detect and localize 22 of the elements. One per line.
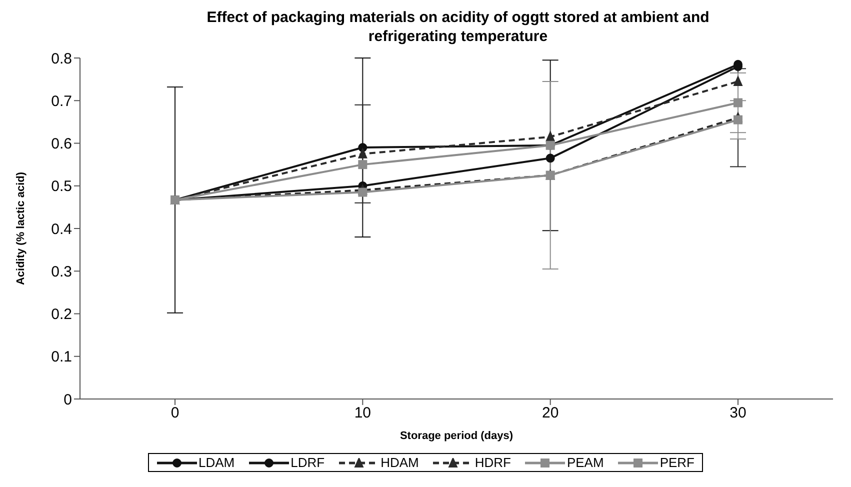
legend-label: HDAM bbox=[380, 455, 419, 470]
y-tick-label: 0.2 bbox=[51, 306, 72, 324]
y-tick-label: 0.8 bbox=[51, 50, 72, 68]
y-tick-label: 0.6 bbox=[51, 136, 72, 153]
y-tick-label: 0.4 bbox=[51, 220, 72, 238]
y-axis-title: Acidity (% lactic acid) bbox=[14, 172, 27, 286]
legend-label: LDRF bbox=[290, 455, 325, 470]
y-tick-label: 0.7 bbox=[51, 92, 72, 110]
legend-label: LDAM bbox=[198, 455, 235, 470]
legend-label: HDRF bbox=[474, 455, 511, 470]
y-tick-label: 0 bbox=[64, 391, 72, 408]
legend-label: PERF bbox=[660, 455, 694, 470]
x-axis-title: Storage period (days) bbox=[400, 430, 514, 442]
y-tick-label: 0.1 bbox=[51, 348, 72, 366]
chart-title: Effect of packaging materials on acidity of oggtt stored at ambient and refrigerating temperature bbox=[206, 8, 710, 46]
y-tick-label: 0.5 bbox=[51, 178, 72, 196]
x-tick-label: 0 bbox=[170, 404, 180, 422]
x-tick-label: 30 bbox=[730, 404, 746, 422]
x-tick-label: 20 bbox=[542, 404, 559, 422]
legend-label: PEAM bbox=[566, 455, 604, 470]
y-tick-label: 0.3 bbox=[51, 263, 72, 280]
x-tick-label: 10 bbox=[354, 404, 372, 422]
